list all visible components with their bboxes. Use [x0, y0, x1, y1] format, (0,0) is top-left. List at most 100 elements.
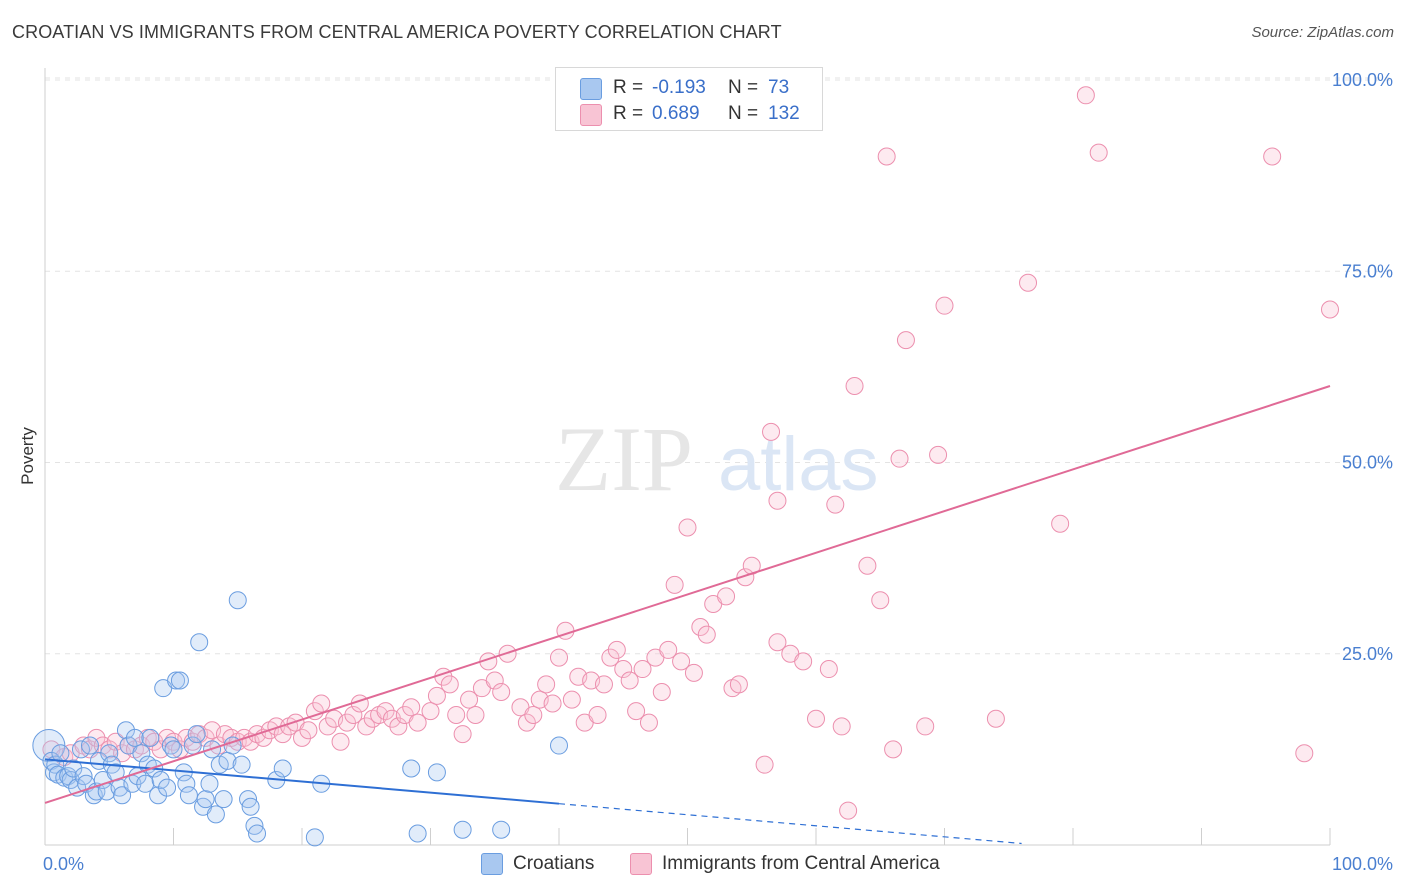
point-immigrants [845, 377, 864, 395]
point-immigrants [659, 640, 678, 659]
point-croatians [113, 786, 132, 805]
point-croatians [305, 828, 324, 847]
legend-swatch-immigrants [630, 853, 652, 875]
point-croatians [206, 805, 225, 824]
point-croatians [200, 774, 219, 793]
point-croatians [151, 770, 170, 789]
point-immigrants [607, 640, 626, 659]
point-croatians [492, 820, 511, 839]
point-immigrants [389, 717, 408, 736]
point-immigrants [550, 648, 568, 667]
point-immigrants [736, 568, 755, 587]
point-immigrants [337, 713, 356, 732]
point-croatians [116, 721, 135, 740]
point-immigrants [819, 660, 838, 679]
point-croatians [228, 591, 247, 610]
point-immigrants [594, 675, 613, 694]
point-croatians [80, 736, 99, 755]
point-croatians [167, 671, 186, 690]
point-immigrants [896, 331, 915, 350]
point-immigrants [293, 728, 311, 747]
point-immigrants [440, 675, 459, 694]
point-immigrants [408, 713, 427, 732]
point-croatians [100, 744, 119, 763]
point-immigrants [768, 491, 787, 510]
point-croatians [71, 740, 90, 759]
point-immigrants [916, 717, 935, 736]
point-immigrants [729, 675, 748, 694]
y-tick-label: 50.0% [1342, 453, 1393, 473]
point-immigrants [537, 675, 556, 694]
point-immigrants [1321, 300, 1339, 319]
point-immigrants [884, 740, 903, 759]
point-croatians [402, 759, 421, 778]
trend-line-croatians-extension [558, 803, 1022, 845]
point-croatians [427, 763, 446, 782]
point-immigrants [665, 575, 684, 594]
point-croatians [125, 728, 144, 747]
y-tick-label: 75.0% [1342, 261, 1393, 281]
legend-swatch-immigrants [580, 104, 602, 126]
watermark-zip: ZIP [555, 408, 693, 510]
point-immigrants [318, 717, 337, 736]
point-immigrants [986, 709, 1005, 728]
legend-n-value: 73 [768, 77, 790, 98]
croatians-points [32, 591, 568, 847]
point-croatians [248, 824, 267, 843]
legend-r-label: R = [613, 77, 644, 98]
point-croatians [170, 671, 189, 690]
point-immigrants [633, 660, 652, 679]
point-immigrants [562, 690, 581, 709]
point-croatians [177, 774, 196, 793]
point-immigrants [678, 518, 697, 537]
point-croatians [132, 744, 151, 763]
point-immigrants [717, 587, 736, 606]
point-croatians [187, 725, 206, 744]
point-immigrants [421, 702, 440, 721]
legend-n-label: N = [728, 103, 759, 124]
legend-r-value: -0.193 [652, 77, 706, 98]
y-tick-label: 100.0% [1332, 70, 1393, 90]
point-immigrants [697, 625, 716, 644]
x-tick-label: 0.0% [43, 854, 84, 874]
point-immigrants [312, 694, 331, 713]
point-croatians [64, 759, 83, 778]
point-immigrants [768, 633, 787, 652]
point-croatians [232, 755, 251, 774]
point-immigrants [299, 721, 318, 740]
point-immigrants [826, 495, 845, 514]
trend-line-croatians [44, 758, 560, 805]
point-immigrants [485, 671, 504, 690]
point-immigrants [877, 147, 896, 166]
point-croatians [149, 786, 168, 805]
point-immigrants [344, 705, 363, 724]
legend-swatch-croatians [481, 853, 503, 875]
point-immigrants [447, 705, 466, 724]
point-croatians [241, 797, 260, 816]
y-tick-label: 25.0% [1342, 644, 1393, 664]
legend-swatch-croatians [580, 78, 602, 100]
point-immigrants [601, 648, 620, 667]
point-croatians [164, 740, 183, 759]
legend-row-croatians: R = -0.193 N = 73 [556, 75, 822, 101]
point-croatians [141, 728, 160, 747]
point-immigrants [614, 660, 633, 679]
point-immigrants [466, 705, 485, 724]
y-axis-label: Poverty [18, 427, 37, 485]
point-immigrants [492, 683, 511, 701]
trend-lines [44, 385, 1331, 845]
point-immigrants [755, 755, 774, 774]
point-immigrants [305, 702, 324, 721]
point-immigrants [839, 801, 858, 820]
legend-row-immigrants: R = 0.689 N = 132 [556, 101, 822, 127]
point-immigrants [1089, 143, 1108, 162]
legend-n-label: N = [728, 77, 759, 98]
point-croatians [51, 744, 70, 763]
point-immigrants [427, 686, 446, 705]
x-tick-label: 100.0% [1332, 854, 1393, 874]
chart-title: CROATIAN VS IMMIGRANTS FROM CENTRAL AMER… [12, 22, 782, 42]
point-croatians [190, 633, 209, 652]
point-immigrants [331, 732, 350, 751]
point-croatians [453, 820, 472, 839]
point-immigrants [684, 663, 703, 682]
